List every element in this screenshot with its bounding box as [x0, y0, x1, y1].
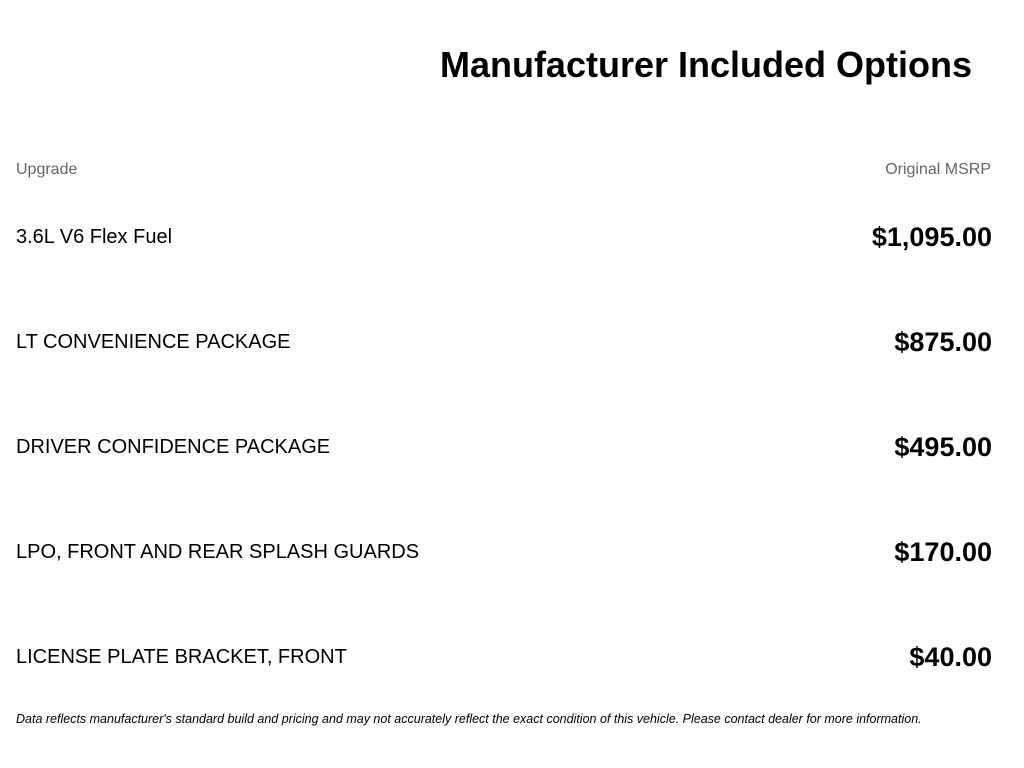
column-header: Original MSRP: [885, 161, 991, 178]
disclaimer: Data reflects manufacturer's standard bu…: [16, 712, 922, 726]
option-row: LICENSE PLATE BRACKET, FRONT $40.00: [16, 637, 992, 677]
option-row: 3.6L V6 Flex Fuel $1,095.00: [16, 217, 992, 257]
option-name: LT CONVENIENCE PACKAGE: [16, 330, 291, 353]
option-row: LT CONVENIENCE PACKAGE $875.00: [16, 322, 992, 362]
option-row: LPO, FRONT AND REAR SPLASH GUARDS $170.00: [16, 532, 992, 572]
column-header: Upgrade: [16, 161, 78, 178]
title: Manufacturer Included Options: [439, 44, 972, 85]
option-name: DRIVER CONFIDENCE PACKAGE: [16, 435, 331, 458]
option-price: $495.00: [894, 431, 992, 462]
option-price: $40.00: [909, 641, 992, 672]
option-name: LPO, FRONT AND REAR SPLASH GUARDS: [16, 540, 420, 563]
option-price: $170.00: [894, 536, 992, 567]
option-price: $1,095.00: [871, 221, 992, 252]
option-name: 3.6L V6 Flex Fuel: [16, 225, 173, 248]
option-row: DRIVER CONFIDENCE PACKAGE $495.00: [16, 427, 992, 467]
option-name: LICENSE PLATE BRACKET, FRONT: [16, 645, 347, 668]
option-price: $875.00: [894, 326, 992, 357]
